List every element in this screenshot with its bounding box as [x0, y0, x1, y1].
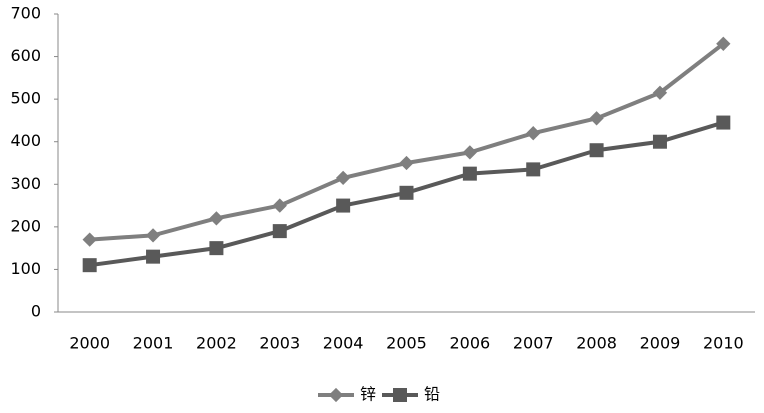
line	[89, 42, 725, 242]
marker	[399, 155, 414, 171]
marker	[272, 198, 287, 213]
x-tick-label: 2005	[386, 334, 427, 353]
y-tick-label: 200	[10, 216, 41, 235]
marker	[399, 185, 414, 200]
marker	[716, 36, 731, 51]
marker	[82, 232, 97, 247]
marker	[462, 145, 478, 160]
marker	[393, 388, 407, 402]
marker	[462, 166, 477, 181]
x-tick-label: 2001	[133, 334, 174, 353]
y-tick-label: 400	[10, 131, 41, 150]
marker	[652, 85, 668, 100]
legend-label: 锌	[360, 385, 376, 404]
marker	[336, 198, 351, 213]
y-tick-label: 700	[10, 4, 41, 23]
y-tick-label: 500	[10, 89, 41, 108]
x-tick-label: 2003	[259, 334, 300, 353]
legend-label: 铅	[424, 385, 440, 404]
x-tick-label: 2009	[640, 334, 681, 353]
marker	[335, 170, 351, 186]
marker	[209, 241, 224, 256]
y-tick-label: 100	[10, 259, 41, 278]
x-tick-label: 2004	[323, 334, 364, 353]
x-tick-label: 2010	[703, 334, 744, 353]
marker	[272, 224, 287, 239]
x-tick-label: 2008	[576, 334, 617, 353]
marker	[526, 162, 541, 177]
marker	[589, 111, 604, 126]
x-tick-label: 2007	[513, 334, 554, 353]
marker	[652, 134, 667, 149]
x-tick-label: 2000	[69, 334, 110, 353]
marker	[146, 249, 161, 264]
x-tick-label: 2006	[450, 334, 491, 353]
marker	[589, 143, 604, 158]
marker	[526, 126, 541, 141]
marker	[82, 258, 97, 273]
marker	[328, 387, 344, 403]
marker	[716, 115, 731, 130]
y-tick-label: 300	[10, 174, 41, 193]
marker	[209, 211, 224, 226]
y-tick-label: 600	[10, 46, 41, 65]
marker	[145, 228, 161, 243]
x-tick-label: 2002	[196, 334, 237, 353]
y-tick-label: 0	[31, 302, 41, 321]
